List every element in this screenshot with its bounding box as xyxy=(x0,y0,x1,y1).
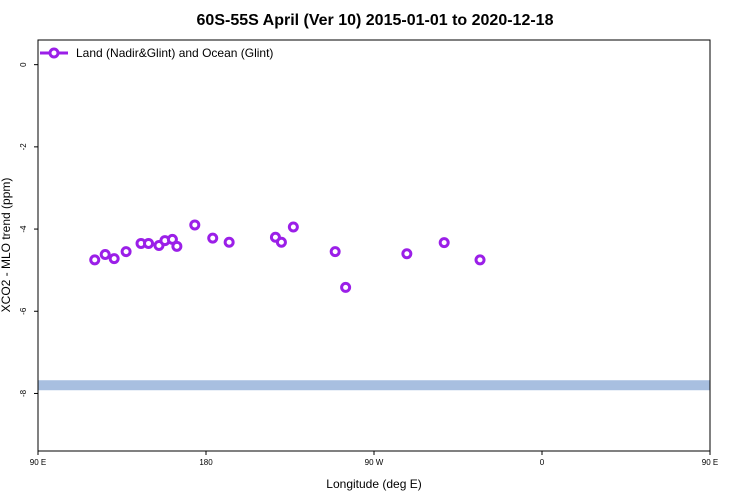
data-point xyxy=(189,219,201,231)
y-tick-label: -6 xyxy=(19,307,28,315)
x-tick-label: 90 E xyxy=(30,458,46,467)
legend-label: Land (Nadir&Glint) and Ocean (Glint) xyxy=(76,46,273,60)
x-tick-label: 90 E xyxy=(702,458,718,467)
data-point xyxy=(120,246,132,258)
data-point xyxy=(329,246,341,258)
y-tick-label: 0 xyxy=(19,62,28,67)
data-point xyxy=(89,254,101,266)
y-tick-label: -2 xyxy=(19,143,28,151)
y-axis-label: XCO2 - MLO trend (ppm) xyxy=(0,178,13,313)
reference-band xyxy=(38,380,710,391)
chart-title: 60S-55S April (Ver 10) 2015-01-01 to 202… xyxy=(197,12,554,29)
y-tick-label: -4 xyxy=(19,225,28,233)
y-tick-label: -8 xyxy=(19,389,28,397)
data-point xyxy=(438,237,450,249)
data-point xyxy=(474,254,486,266)
data-point xyxy=(401,248,413,260)
data-point xyxy=(223,236,235,248)
x-tick-label: 180 xyxy=(199,458,213,467)
y-axis: 0 -2 -4 -6 -8 xyxy=(19,62,38,397)
data-point xyxy=(207,232,219,244)
data-point xyxy=(171,240,183,252)
plot-area xyxy=(38,219,710,391)
legend: Land (Nadir&Glint) and Ocean (Glint) xyxy=(40,46,273,60)
legend-marker xyxy=(48,47,60,59)
data-point xyxy=(143,237,155,249)
data-point xyxy=(99,249,111,261)
data-point xyxy=(340,281,352,293)
data-point xyxy=(287,221,299,233)
x-tick-label: 90 W xyxy=(365,458,384,467)
x-tick-label: 0 xyxy=(540,458,545,467)
x-axis-label: Longitude (deg E) xyxy=(326,477,421,491)
data-point xyxy=(275,236,287,248)
data-point xyxy=(108,253,120,265)
